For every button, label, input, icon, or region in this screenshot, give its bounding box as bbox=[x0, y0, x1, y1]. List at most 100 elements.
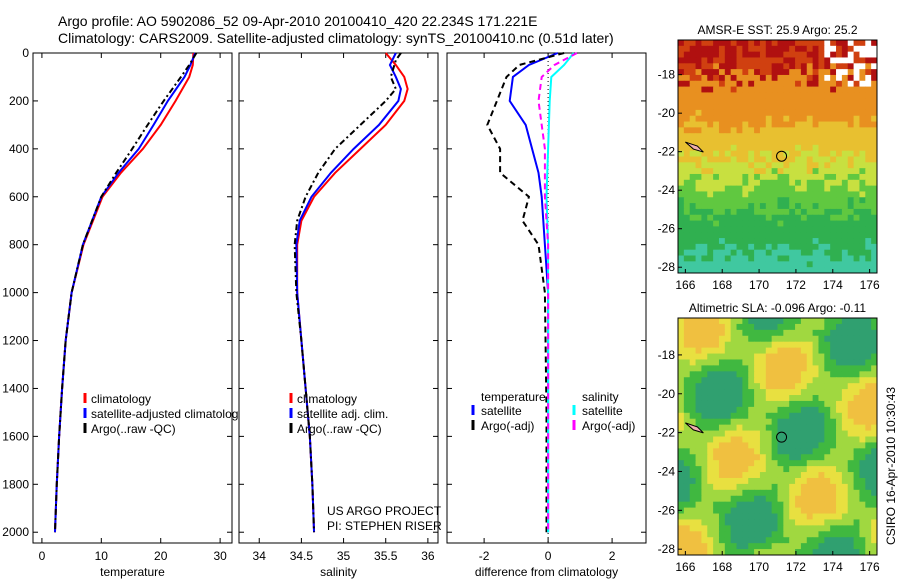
map-cell bbox=[736, 197, 743, 204]
map-cell bbox=[742, 477, 749, 485]
map-cell bbox=[812, 400, 819, 408]
map-cell bbox=[818, 323, 825, 331]
map-cell bbox=[678, 214, 685, 222]
map-cell bbox=[689, 249, 697, 257]
map-cell bbox=[730, 377, 738, 384]
map-cell bbox=[853, 249, 860, 257]
map-cell bbox=[718, 329, 726, 337]
map-cell bbox=[865, 115, 872, 123]
map-cell bbox=[707, 395, 714, 402]
map-cell bbox=[736, 57, 743, 64]
map-cell bbox=[707, 74, 714, 82]
map-cell bbox=[724, 179, 732, 187]
map-cell bbox=[841, 115, 849, 123]
map-cell bbox=[824, 353, 831, 360]
map-cell bbox=[841, 466, 849, 473]
map-cell bbox=[853, 232, 860, 239]
map-cell bbox=[871, 329, 878, 337]
map-cell bbox=[783, 347, 790, 355]
map-cell bbox=[777, 86, 784, 93]
map-cell bbox=[800, 513, 808, 520]
map-cell bbox=[713, 466, 720, 473]
map-cell bbox=[730, 383, 738, 390]
series-line-salinity-argo-adj- bbox=[537, 52, 578, 533]
map-cell bbox=[736, 537, 743, 544]
map-cell bbox=[707, 549, 714, 556]
map-cell bbox=[713, 495, 720, 503]
map-cell bbox=[806, 371, 814, 378]
map-cell bbox=[806, 424, 814, 432]
x-tick-label: 30 bbox=[213, 549, 227, 563]
map-cell bbox=[865, 98, 872, 105]
map-cell bbox=[759, 341, 767, 349]
map-cell bbox=[783, 220, 790, 227]
map-cell bbox=[853, 74, 860, 82]
map-cell bbox=[806, 501, 814, 509]
map-cell bbox=[812, 329, 819, 337]
map-cell bbox=[765, 460, 773, 467]
map-cell bbox=[742, 406, 749, 414]
map-cell bbox=[783, 430, 790, 437]
map-cell bbox=[724, 365, 732, 372]
map-cell bbox=[759, 477, 767, 485]
map-cell bbox=[830, 179, 837, 187]
map-cell bbox=[724, 104, 732, 111]
map-cell bbox=[871, 162, 878, 169]
map-cell bbox=[701, 220, 708, 227]
map-cell bbox=[683, 525, 691, 532]
map-cell bbox=[847, 489, 855, 497]
map-cell bbox=[783, 507, 790, 515]
map-cell bbox=[865, 127, 872, 134]
map-cell bbox=[689, 371, 697, 378]
map-cell bbox=[730, 220, 738, 227]
map-cell bbox=[730, 395, 738, 402]
map-cell bbox=[713, 179, 720, 187]
map-cell bbox=[783, 448, 790, 455]
map-cell bbox=[783, 232, 790, 239]
map-cell bbox=[683, 267, 691, 274]
map-cell bbox=[818, 80, 825, 88]
map-cell bbox=[759, 40, 767, 47]
map-cell bbox=[754, 460, 761, 467]
map-cell bbox=[748, 197, 755, 204]
map-cell bbox=[824, 377, 831, 384]
map-cell bbox=[800, 347, 808, 355]
map-cell bbox=[847, 191, 855, 198]
map-cell bbox=[730, 255, 738, 262]
map-cell bbox=[713, 525, 720, 532]
map-cell bbox=[748, 389, 755, 396]
map-cell bbox=[824, 436, 831, 443]
map-cell bbox=[818, 139, 825, 146]
map-cell bbox=[707, 191, 714, 198]
map-cell bbox=[678, 179, 685, 187]
map-cell bbox=[836, 220, 843, 227]
map-cell bbox=[806, 454, 814, 461]
map-cell bbox=[689, 139, 697, 146]
map-cell bbox=[678, 442, 685, 449]
map-cell bbox=[765, 418, 773, 426]
map-cell bbox=[695, 57, 702, 64]
map-cell bbox=[707, 323, 714, 331]
map-cell bbox=[678, 483, 685, 491]
map-cell bbox=[777, 226, 784, 233]
map-cell bbox=[806, 318, 814, 325]
map-cell bbox=[818, 347, 825, 355]
map-cell bbox=[765, 406, 773, 414]
map-cell bbox=[765, 543, 773, 550]
map-cell bbox=[689, 173, 697, 181]
map-cell bbox=[754, 243, 761, 251]
map-cell bbox=[678, 255, 685, 262]
map-cell bbox=[812, 144, 819, 152]
map-cell bbox=[795, 173, 802, 181]
map-cell bbox=[748, 483, 755, 491]
y-tick-label: 400 bbox=[9, 142, 29, 156]
map-cell bbox=[777, 495, 784, 503]
map-cell bbox=[713, 501, 720, 509]
map-cell bbox=[730, 69, 738, 76]
map-cell bbox=[713, 371, 720, 378]
map-cell bbox=[812, 489, 819, 497]
map-cell bbox=[783, 261, 790, 268]
map-cell bbox=[818, 197, 825, 204]
map-cell bbox=[678, 519, 685, 526]
map-cell bbox=[754, 549, 761, 556]
